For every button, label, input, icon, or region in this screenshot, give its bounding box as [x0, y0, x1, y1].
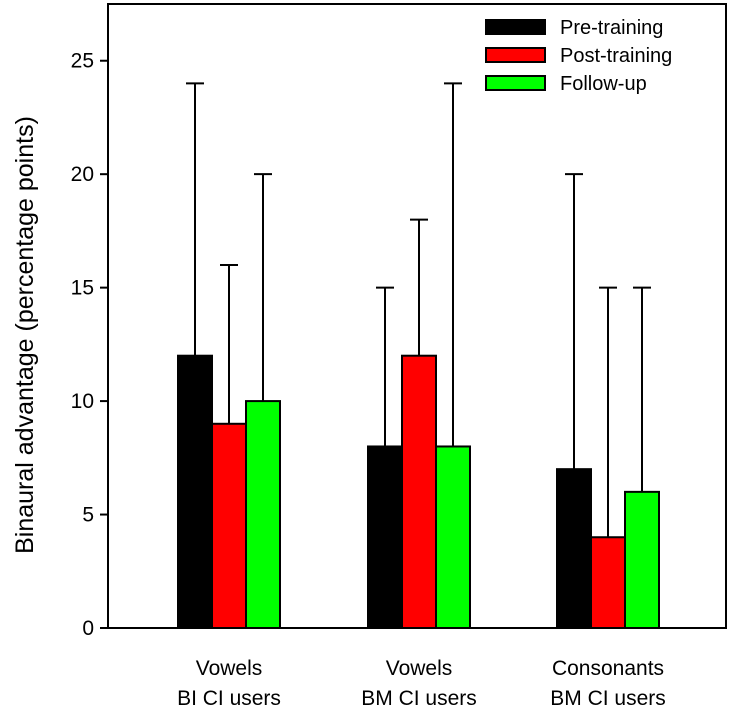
- y-tick-label: 15: [71, 277, 94, 300]
- legend: Pre-training Post-training Follow-up: [485, 17, 672, 95]
- y-axis-label-group: Binaural advantage (percentage points): [11, 116, 39, 554]
- error-bars: [186, 82, 651, 538]
- legend-label: Follow-up: [560, 73, 647, 95]
- legend-swatch: [485, 19, 546, 35]
- legend-label: Post-training: [560, 45, 672, 67]
- bar-post-training-1: [401, 354, 437, 629]
- y-tick-label: 20: [71, 163, 94, 186]
- y-tick-label: 0: [82, 617, 94, 640]
- y-tick-label: 10: [71, 390, 94, 413]
- bar-post-training-0: [211, 422, 247, 630]
- legend-label: Pre-training: [560, 17, 663, 39]
- plot-frame: [107, 3, 727, 629]
- bar-pre-training-0: [177, 354, 213, 629]
- legend-swatch: [485, 47, 546, 63]
- bar-series: [177, 354, 660, 630]
- y-tick-label: 5: [82, 504, 94, 527]
- x-category-label: BM CI users: [361, 687, 477, 710]
- bar-pre-training-1: [367, 445, 403, 629]
- category-labels: Vowels BI CI users Vowels BM CI users Conson…: [177, 657, 666, 710]
- x-category-label: BM CI users: [550, 687, 666, 710]
- y-axis-label: Binaural advantage (percentage points): [11, 116, 39, 554]
- bar-follow-up-1: [435, 445, 471, 629]
- legend-swatch: [485, 75, 546, 91]
- x-category-label: Vowels: [196, 657, 263, 680]
- x-category-label: Consonants: [552, 657, 664, 680]
- bar-post-training-2: [590, 536, 626, 630]
- bar-pre-training-2: [556, 468, 592, 629]
- x-category-label: BI CI users: [177, 687, 281, 710]
- bar-follow-up-2: [624, 490, 660, 630]
- x-category-label: Vowels: [386, 657, 453, 680]
- y-axis-ticks: 0 5 10 15 20 25: [71, 50, 108, 640]
- y-tick-label: 25: [71, 50, 94, 73]
- bar-follow-up-0: [245, 400, 281, 629]
